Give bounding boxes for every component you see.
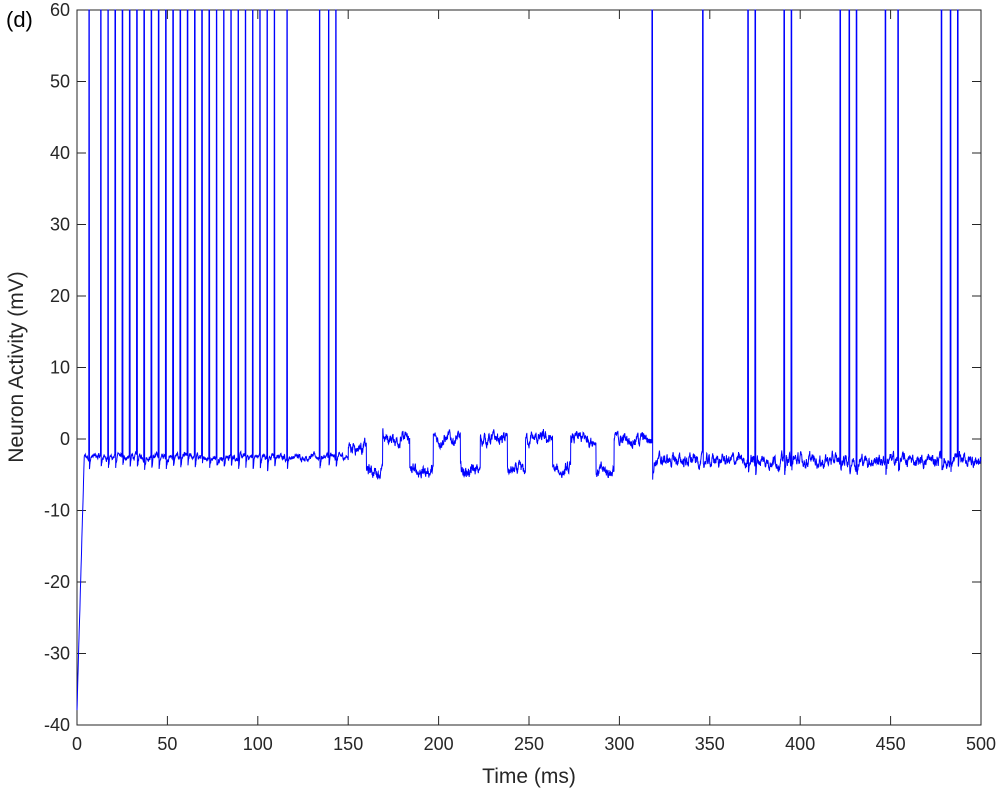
x-tick-label: 450 <box>876 734 906 754</box>
x-axis-label: Time (ms) <box>482 765 576 788</box>
series-line <box>76 9 982 711</box>
x-axis-ticks: 0 50 100 150 200 250 300 350 400 450 500 <box>72 10 996 754</box>
y-tick-label: -30 <box>44 644 70 664</box>
y-tick-label: 0 <box>60 429 70 449</box>
y-axis-label: Neuron Activity (mV) <box>5 271 28 462</box>
y-tick-label: 20 <box>50 286 70 306</box>
x-tick-label: 200 <box>424 734 454 754</box>
y-axis-ticks: -40 -30 -20 -10 0 10 20 30 40 50 60 <box>44 0 981 735</box>
x-tick-label: 500 <box>966 734 996 754</box>
y-tick-label: 30 <box>50 215 70 235</box>
x-tick-label: 300 <box>604 734 634 754</box>
y-tick-label: -20 <box>44 572 70 592</box>
y-tick-label: -40 <box>44 715 70 735</box>
y-tick-label: 10 <box>50 358 70 378</box>
y-tick-label: 50 <box>50 72 70 92</box>
panel-label: (d) <box>6 7 33 32</box>
x-tick-label: 400 <box>785 734 815 754</box>
series-group <box>76 9 982 711</box>
y-tick-label: 40 <box>50 143 70 163</box>
x-tick-label: 150 <box>333 734 363 754</box>
x-tick-label: 100 <box>243 734 273 754</box>
x-tick-label: 50 <box>157 734 177 754</box>
x-tick-label: 350 <box>695 734 725 754</box>
y-tick-label: -10 <box>44 501 70 521</box>
x-tick-label: 250 <box>514 734 544 754</box>
plot-area <box>76 9 982 726</box>
x-tick-label: 0 <box>72 734 82 754</box>
y-tick-label: 60 <box>50 0 70 20</box>
